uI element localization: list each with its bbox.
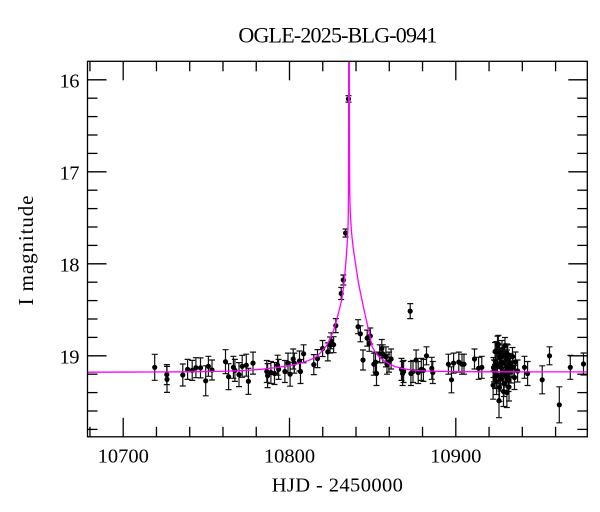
svg-text:18: 18: [60, 255, 80, 277]
svg-text:I magnitude: I magnitude: [14, 195, 38, 306]
svg-text:19: 19: [60, 347, 80, 369]
svg-text:10700: 10700: [98, 446, 149, 468]
svg-text:10800: 10800: [264, 446, 315, 468]
svg-text:HJD - 2450000: HJD - 2450000: [272, 474, 404, 496]
svg-text:16: 16: [60, 71, 80, 93]
svg-text:10900: 10900: [430, 446, 481, 468]
svg-text:17: 17: [60, 163, 80, 185]
svg-text:OGLE-2025-BLG-0941: OGLE-2025-BLG-0941: [238, 23, 436, 48]
